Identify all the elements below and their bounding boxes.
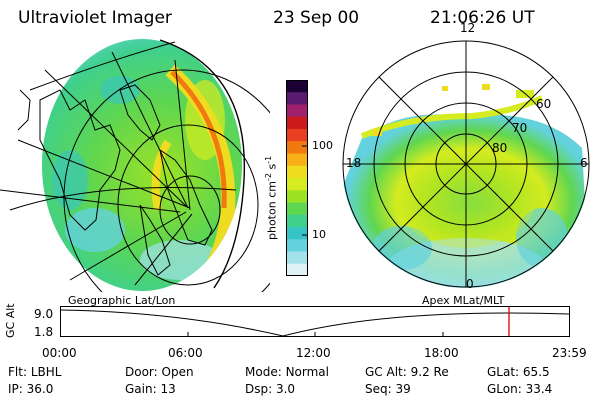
info-filter: Flt: LBHL	[8, 365, 62, 379]
colorbar-swatch	[286, 165, 308, 179]
mlt-12-label: 12	[460, 21, 476, 35]
colorbar-swatch	[286, 129, 308, 142]
colorbar-swatch	[286, 116, 308, 130]
geographic-aurora-map	[0, 39, 270, 292]
mlat-80-label: 80	[492, 141, 508, 155]
altitude-axis-label: GC Alt	[4, 303, 17, 338]
time-tick-1200: 12:00	[296, 346, 331, 360]
mlt-6-label: 6	[580, 156, 588, 170]
time-tick-0000: 00:00	[42, 346, 77, 360]
colorbar-swatch	[286, 153, 308, 167]
mlt-0-label: 0	[466, 277, 474, 291]
color-scale-bar	[286, 80, 308, 276]
info-ip: IP: 36.0	[8, 382, 54, 396]
info-gc-alt: GC Alt: 9.2 Re	[365, 365, 449, 379]
polar-aurora-map	[342, 40, 590, 288]
altitude-timeline	[60, 306, 570, 337]
colorbar-swatch	[286, 214, 308, 228]
colorbar-swatch	[286, 92, 308, 105]
time-tick-1800: 18:00	[424, 346, 459, 360]
colorbar-swatch	[286, 190, 308, 203]
apex-caption: Apex MLat/MLT	[422, 294, 505, 307]
colorbar-swatch	[286, 141, 308, 154]
info-door: Door: Open	[125, 365, 194, 379]
info-seq: Seq: 39	[365, 382, 411, 396]
colorbar-swatch	[286, 80, 308, 93]
colorbar-swatch	[286, 251, 308, 265]
colorbar-tick-10: 10	[312, 228, 326, 241]
observation-date: 23 Sep 00	[273, 8, 360, 28]
observation-time: 21:06:26 UT	[430, 8, 535, 28]
time-tick-2359: 23:59	[552, 346, 587, 360]
colorbar-swatch	[286, 178, 308, 191]
instrument-title: Ultraviolet Imager	[18, 8, 172, 28]
mlt-18-label: 18	[346, 156, 362, 170]
mlat-70-label: 70	[512, 121, 528, 135]
altitude-tick-top: 9.0	[34, 307, 54, 321]
colorbar-unit-label: photon cm-2 s-1	[264, 155, 279, 240]
info-mode: Mode: Normal	[245, 365, 329, 379]
geographic-caption: Geographic Lat/Lon	[68, 294, 176, 307]
info-glat: GLat: 65.5	[487, 365, 550, 379]
altitude-tick-bottom: 1.8	[34, 325, 54, 339]
colorbar-swatch	[286, 202, 308, 216]
time-tick-0600: 06:00	[168, 346, 203, 360]
colorbar-swatch	[286, 263, 308, 276]
colorbar-swatch	[286, 239, 308, 252]
info-dsp: Dsp: 3.0	[245, 382, 296, 396]
mlat-60-label: 60	[536, 97, 552, 111]
info-glon: GLon: 33.4	[487, 382, 553, 396]
info-gain: Gain: 13	[125, 382, 176, 396]
colorbar-tick-100: 100	[312, 139, 333, 152]
colorbar-swatch	[286, 104, 308, 118]
colorbar-swatch	[286, 227, 308, 240]
